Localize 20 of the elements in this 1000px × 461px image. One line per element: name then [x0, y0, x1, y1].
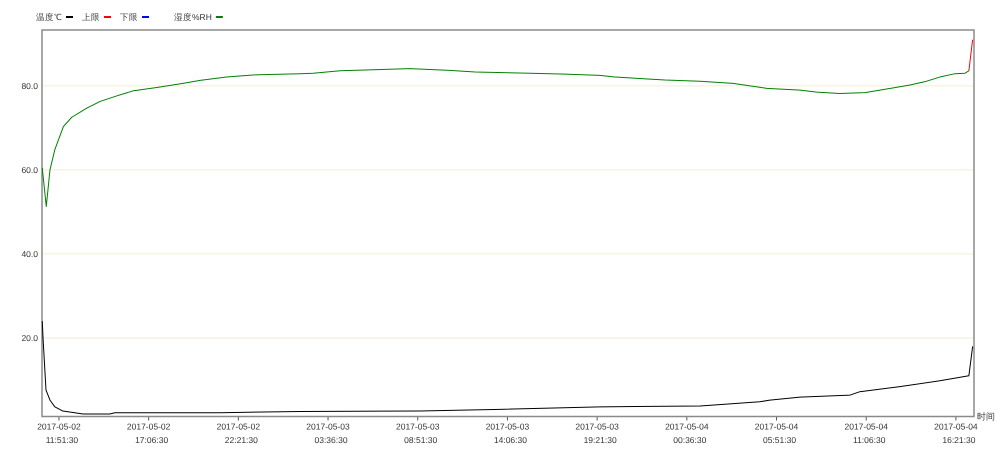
x-tick-label: 2017-05-04 05:51:30	[754, 422, 799, 445]
x-tick-label: 2017-05-02 17:06:30	[126, 422, 171, 445]
legend-label: 温度℃	[36, 12, 62, 22]
x-tick-label: 2017-05-03 14:06:30	[486, 422, 530, 445]
y-tick-label: 60.0	[21, 164, 38, 175]
x-tick-label: 2017-05-02 22:21:30	[216, 422, 260, 445]
legend-label: 湿度%RH	[174, 12, 212, 22]
x-tick-label: 2017-05-03 19:21:30	[575, 422, 620, 445]
y-tick-label: 20.0	[21, 332, 38, 343]
x-tick-label: 2017-05-03 03:36:30	[306, 422, 350, 445]
legend-label: 上限	[82, 12, 100, 22]
x-axis-title: 时间	[977, 412, 995, 422]
y-tick-label: 80.0	[21, 80, 38, 91]
x-tick-label: 2017-05-04 16:21:30	[934, 422, 978, 445]
x-tick-label: 2017-05-02 11:51:30	[37, 422, 81, 445]
y-tick-label: 40.0	[21, 248, 38, 259]
legend-label: 下限	[120, 12, 138, 22]
x-tick-label: 2017-05-04 00:36:30	[665, 422, 709, 445]
x-tick-label: 2017-05-04 11:06:30	[844, 422, 888, 445]
x-tick-label: 2017-05-03 08:51:30	[396, 422, 440, 445]
